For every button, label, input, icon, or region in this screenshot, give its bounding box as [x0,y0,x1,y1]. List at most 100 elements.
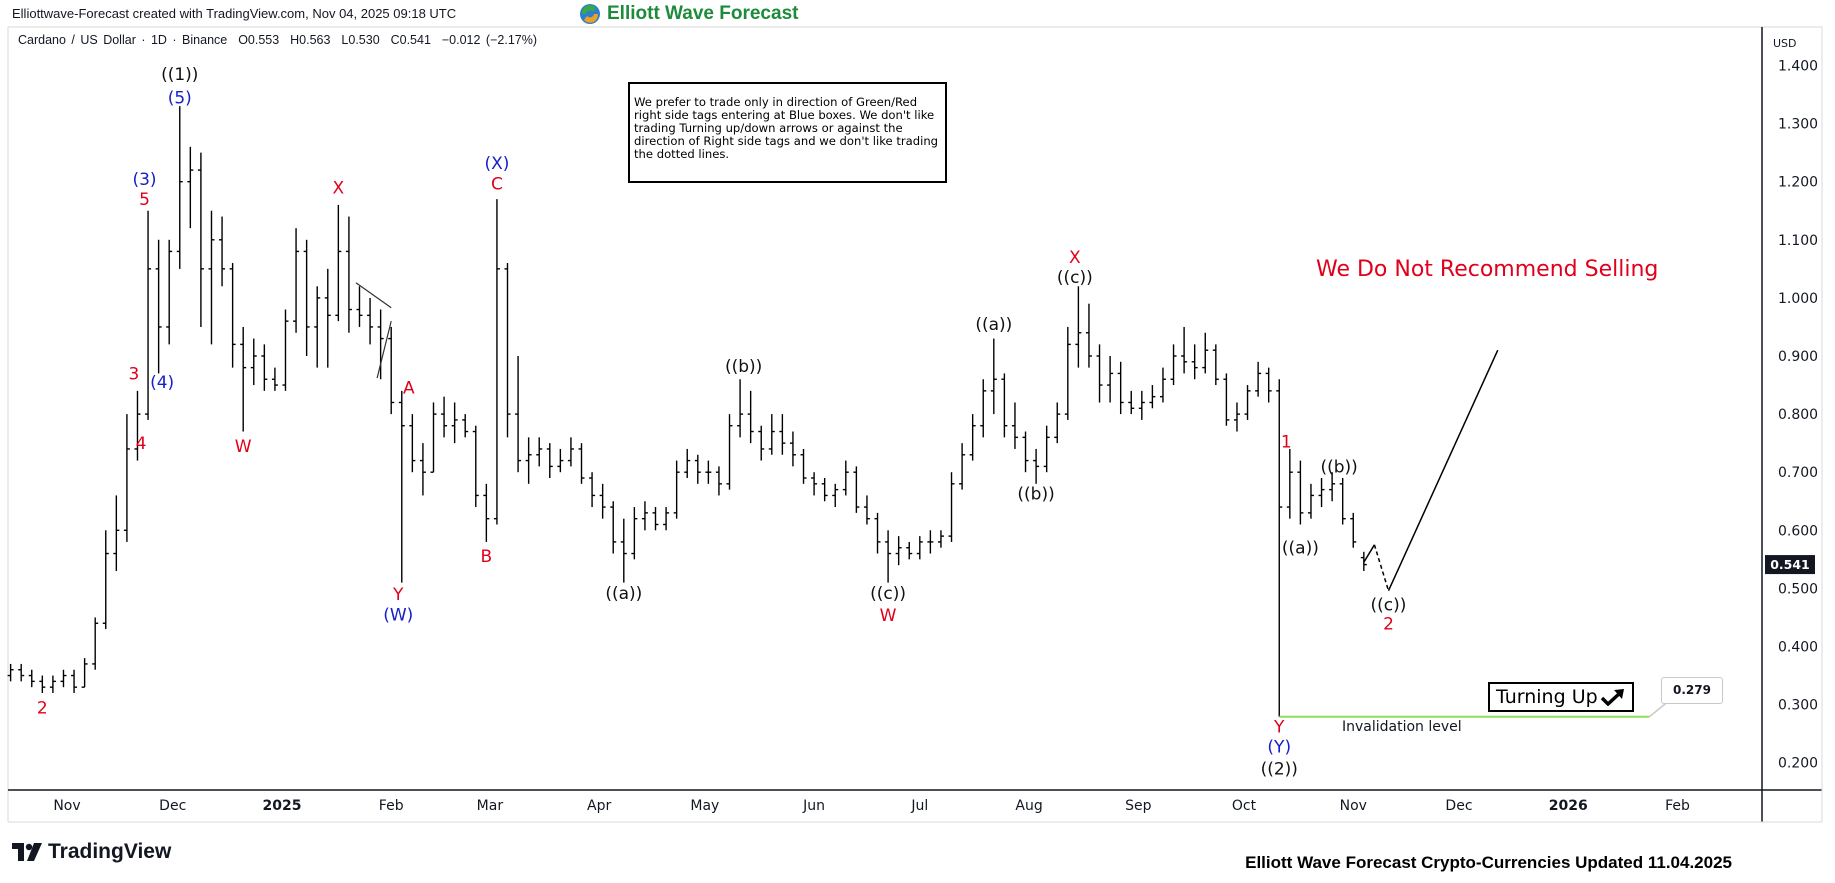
last-price-box [1765,555,1815,575]
price-tick-label: 0.600 [1778,523,1818,539]
time-tick-label: Apr [587,798,611,814]
tradingview-mark-icon [12,843,42,861]
wave-label: ((a)) [975,315,1012,335]
ohlc-bar [335,204,342,322]
wave-label: A [403,378,415,398]
ohlc-bar [197,152,204,327]
price-tick-label: 0.500 [1778,581,1818,597]
ohlc-bar [145,210,152,420]
ohlc-bar [483,483,490,542]
ohlc-bar [293,228,300,333]
ohlc-bar [1011,402,1018,449]
price-tick-label: 0.300 [1778,698,1818,714]
ohlc-bar [906,541,913,560]
time-tick-label: Jul [910,798,928,814]
ohlc-bar [684,448,691,479]
triangle-line[interactable] [355,282,392,309]
ohlc-bar [1022,431,1029,473]
price-axis[interactable]: 0.200 0.300 0.400 0.500 0.600 0.700 0.800 0.900… [1778,59,1818,772]
ohlc-bar [430,402,437,473]
price-tick-label: 0.900 [1778,349,1818,365]
triangle-line[interactable] [376,320,392,379]
ohlc-bar [367,297,374,345]
ohlc-bar [1191,344,1198,380]
ohlc-bar [1212,344,1219,386]
footer-caption: Elliott Wave Forecast Crypto-Currencies … [1245,853,1732,872]
time-tick-label: 2025 [262,798,301,814]
ohlc-bar [842,460,849,496]
ohlc-bar [271,367,278,391]
time-tick-label: Dec [1445,798,1472,814]
ohlc-bar [620,518,627,583]
ohlc-bar [578,443,585,484]
time-tick-label: May [690,798,719,814]
time-tick-label: Nov [53,798,80,814]
ohlc-bar [356,286,363,327]
wave-label: ((c)) [1371,596,1407,616]
wave-label: (W) [383,606,413,626]
ohlc-bar [18,663,25,682]
ohlc-bar [927,530,934,554]
ohlc-bar [737,379,744,438]
ohlc-bar [472,425,479,508]
ohlc-bar [1265,367,1272,403]
projection-line[interactable] [1373,544,1390,591]
ohlc-bar [1170,344,1177,386]
ohlc-bar [821,478,828,502]
ohlc-bar [462,414,469,438]
ohlc-bar [102,530,109,630]
price-tick-label: 1.200 [1778,175,1818,191]
ohlc-bar [1117,361,1124,415]
ohlc-bar [7,663,14,682]
time-tick-label: Mar [477,798,504,814]
wave-label: ((a)) [605,584,642,604]
price-tick-label: 0.400 [1778,640,1818,656]
price-tick-label: 1.100 [1778,233,1818,249]
ohlc-open: O0.553 [238,33,280,47]
ohlc-bar [113,495,120,571]
ohlc-bar [49,675,56,693]
ohlc-bar [916,536,923,560]
ohlc-bar [789,431,796,467]
ohlc-bar [303,239,310,356]
ohlc-bar [441,396,448,438]
time-tick-label: Feb [379,798,404,814]
ohlc-bar [345,216,352,333]
projection-line[interactable] [1387,349,1499,592]
ohlc-bar [874,512,881,554]
ohlc-bar [398,390,405,583]
wave-label: 5 [139,190,150,210]
ohlc-bar [1033,448,1040,484]
ohlc-bar [419,443,426,496]
symbol-legend: Cardano / US Dollar · 1D · Binance O0.55… [18,33,537,47]
time-tick-label: Oct [1232,798,1257,814]
ohlc-bar [758,425,765,461]
ohlc-bar [811,472,818,496]
wave-label: (4) [150,373,174,393]
turning-up-box: Turning Up [1488,682,1634,712]
wave-label: 2 [1383,614,1394,634]
projection-line[interactable] [1363,544,1376,563]
ohlc-bar [1297,460,1304,525]
chart-frame [7,26,1823,823]
ohlc-bar [1085,303,1092,368]
symbol-name[interactable]: Cardano / US Dollar · 1D · Binance [18,33,228,47]
ohlc-bar [282,309,289,391]
ohlc-bar [1043,425,1050,473]
ohlc-bar [219,216,226,287]
ohlc-bar [155,239,162,374]
wave-label: X [333,179,345,199]
ohlc-bar [229,263,236,368]
time-axis[interactable]: Nov Dec 2025 Feb Mar Apr May Jun Jul Aug Sep Oct Nov… [53,798,1690,814]
ohlc-bar [123,414,130,542]
wave-label: ((a)) [1282,539,1319,559]
wave-label: 2 [37,699,48,719]
ohlc-bar [863,495,870,525]
ohlc-bar [726,414,733,490]
ohlc-bar [134,390,141,461]
ohlc-bar [314,286,321,368]
trading-note-box: We prefer to trade only in direction of … [628,82,947,183]
wave-label: 3 [129,364,140,384]
ohlc-close: C0.541 [390,33,431,47]
